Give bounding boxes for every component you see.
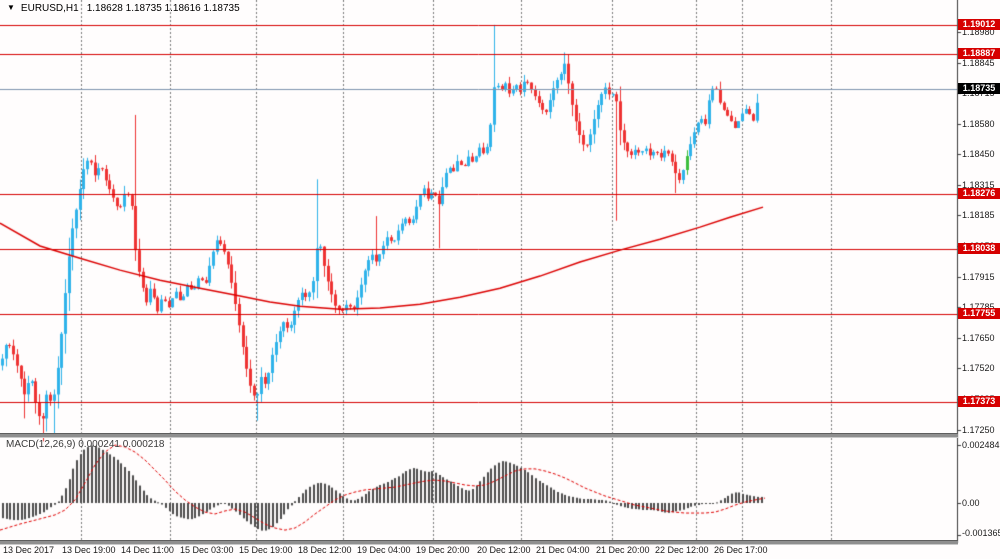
time-tick-label: 13 Dec 2017: [3, 545, 55, 555]
time-tick-label: 21 Dec 04:00: [536, 545, 590, 555]
price-tick-label: 1.17915: [962, 272, 995, 282]
chart-symbol-period: EURUSD,H1: [20, 3, 79, 14]
chart-symbol-marker-icon: ▼: [7, 3, 15, 12]
price-tick-label: 1.17520: [962, 362, 995, 373]
price-tick-label: 1.17785: [962, 302, 995, 312]
price-tick-label: 1.17250: [962, 424, 995, 435]
price-tick-label: 1.18185: [962, 209, 995, 220]
price-line-badge: 1.17755: [958, 307, 1000, 319]
price-tick-label: 1.18580: [962, 119, 995, 130]
price-tick-label: 1.18450: [962, 149, 995, 160]
price-line-badge: 1.17373: [958, 395, 1000, 407]
chart-ohlc-values: 1.18628 1.18735 1.18616 1.18735: [86, 3, 240, 14]
price-line-badge: 1.18276: [958, 188, 1000, 200]
time-tick-label: 22 Dec 12:00: [655, 545, 709, 555]
price-tick-label: 1.18315: [962, 180, 995, 191]
current-price-badge: 1.18735: [958, 82, 1000, 94]
time-tick-label: 15 Dec 19:00: [239, 545, 293, 555]
price-tick-label: 1.18980: [962, 27, 995, 38]
macd-indicator-label: MACD(12,26,9) 0.000241 0.000218: [6, 439, 165, 450]
time-tick-label: 26 Dec 17:00: [714, 545, 768, 555]
macd-tick-label: 0.002484: [962, 439, 1000, 450]
time-axis-separator: [0, 540, 958, 545]
price-line-badge: 1.18038: [958, 242, 1000, 254]
macd-tick-label: -0.001365: [962, 528, 1000, 538]
time-tick-label: 19 Dec 20:00: [416, 545, 470, 555]
price-tick-label: 1.17650: [962, 332, 995, 343]
time-tick-label: 13 Dec 19:00: [62, 545, 116, 555]
macd-tick-label: 0.00: [962, 498, 980, 508]
chart-title: ▼ EURUSD,H1 1.18628 1.18735 1.18616 1.1873…: [7, 3, 240, 14]
pane-separator[interactable]: [0, 433, 958, 438]
time-tick-label: 14 Dec 11:00: [121, 545, 174, 555]
time-tick-label: 19 Dec 04:00: [357, 545, 411, 555]
price-line-badge: 1.19012: [958, 18, 1000, 30]
price-line-badge: 1.18887: [958, 47, 1000, 59]
time-tick-label: 21 Dec 20:00: [596, 545, 650, 555]
time-tick-label: 20 Dec 12:00: [477, 545, 531, 555]
time-tick-label: 18 Dec 12:00: [298, 545, 352, 555]
time-tick-label: 15 Dec 03:00: [180, 545, 234, 555]
price-tick-label: 1.18845: [962, 58, 995, 69]
